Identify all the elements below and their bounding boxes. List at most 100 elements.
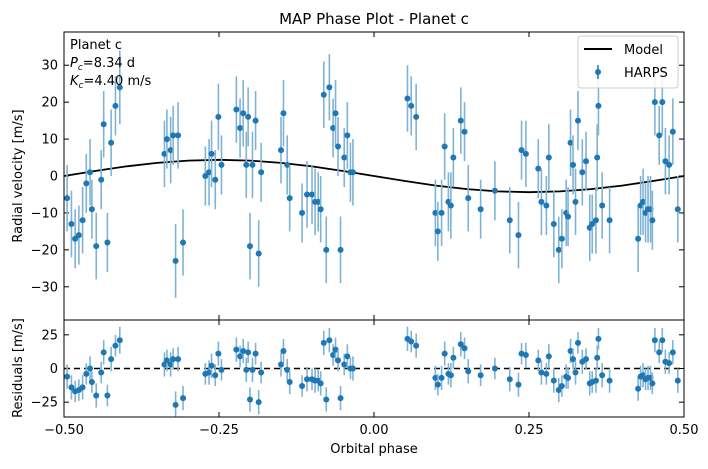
residual-point [317,371,324,396]
data-marker [594,154,601,161]
harps-point [252,91,259,151]
data-marker [438,209,445,216]
data-marker [64,373,71,380]
residual-point [344,344,351,369]
data-marker [477,206,484,213]
residual-point [68,375,75,400]
harps-point [572,168,579,236]
annotation-amplitude: Kc=4.40 m/s [70,74,151,91]
harps-point [413,83,420,151]
data-marker [666,161,673,168]
harps-point [666,135,673,195]
data-marker [98,176,105,183]
data-marker [161,150,168,157]
residual-point [413,333,420,358]
harps-point [304,161,311,228]
data-marker [104,392,111,399]
harps-point [309,164,315,224]
data-marker [538,369,545,376]
harps-point [215,83,222,151]
data-marker [450,354,457,361]
harps-point [163,109,170,169]
data-marker [555,387,562,394]
data-marker [659,99,666,106]
harps-point [170,105,177,165]
harps-point [606,187,613,254]
residual-point [104,384,111,407]
legend: Model HARPS [577,35,679,89]
residual-point [249,357,256,382]
residual-point [543,363,550,385]
rv-ytick-label: 20 [41,96,58,111]
chart-title: MAP Phase Plot - Planet c [279,10,469,28]
residual-point [674,368,681,393]
harps-point [218,135,225,195]
data-marker [408,102,415,109]
data-marker [434,381,441,388]
harps-point [175,102,182,169]
harps-point [315,172,322,232]
rv-ytick-label: −20 [31,243,58,258]
harps-point [649,190,656,250]
data-marker [206,369,213,376]
data-marker [543,202,550,209]
harps-point [206,139,213,206]
residual-point [434,373,441,396]
data-marker [447,202,454,209]
data-marker [278,147,284,154]
data-marker [88,378,95,385]
harps-point [335,116,342,176]
harps-points-layer [64,50,681,298]
data-marker [337,395,344,402]
annotation-planet-name: Planet c [70,38,122,53]
residual-point [669,340,676,365]
data-marker [461,128,468,135]
data-marker [116,337,123,344]
residual-point [574,332,581,354]
harps-point [330,98,337,158]
data-marker [72,235,79,242]
harps-point [674,176,681,243]
harps-point [326,54,333,121]
harps-point [441,113,448,180]
residual-point [167,352,174,377]
residual-point [88,371,95,393]
data-marker [218,366,225,373]
data-marker [245,113,252,120]
residual-point [506,367,513,392]
harps-point [465,164,472,232]
harps-point [594,124,601,191]
annotation-period-value: =8.34 d [83,56,135,71]
data-marker [413,342,420,349]
residual-point [233,337,240,362]
data-marker [100,349,107,356]
harps-point [404,65,411,132]
harps-point [447,172,454,239]
residual-point [98,361,105,384]
harps-point [104,212,111,272]
data-marker [635,235,642,242]
legend-harps-label: HARPS [624,66,668,81]
harps-point [570,135,577,195]
residual-point [491,357,498,380]
data-marker [606,377,613,384]
data-marker [249,366,256,373]
harps-point [255,220,262,287]
harps-point [545,124,552,191]
data-marker [558,383,565,390]
rv-ytick-label: −10 [31,206,58,221]
residual-point [245,341,252,364]
residual-point [320,330,327,356]
data-marker [574,117,581,124]
data-marker [247,396,253,403]
data-marker [404,95,411,102]
residual-point [100,340,107,365]
data-marker [304,191,311,198]
data-marker [669,349,676,356]
residual-point [450,346,457,369]
data-marker [167,147,174,154]
residual-point [558,375,565,397]
data-marker [252,350,259,357]
residuals-panel-frame [63,319,685,418]
data-marker [543,370,550,377]
